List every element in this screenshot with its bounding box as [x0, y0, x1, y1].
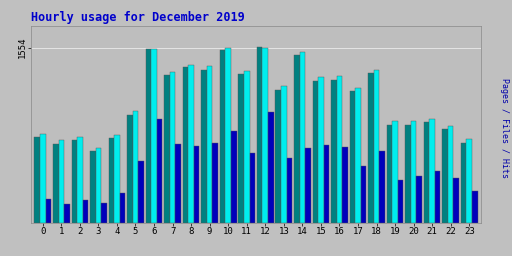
Bar [53, 144, 58, 223]
Bar [406, 125, 411, 223]
Bar [281, 87, 287, 223]
Bar [374, 70, 379, 223]
Bar [268, 112, 273, 223]
Bar [398, 180, 403, 223]
Bar [72, 141, 77, 223]
Bar [442, 129, 448, 223]
Bar [312, 81, 318, 223]
Bar [207, 66, 212, 223]
Bar [64, 204, 70, 223]
Bar [225, 48, 231, 223]
Bar [183, 67, 188, 223]
Bar [151, 49, 157, 223]
Bar [387, 125, 392, 223]
Text: Pages / Files / Hits: Pages / Files / Hits [500, 78, 509, 178]
Bar [355, 88, 361, 223]
Bar [133, 111, 138, 223]
Bar [138, 161, 144, 223]
Bar [342, 147, 348, 223]
Bar [361, 166, 366, 223]
Bar [331, 80, 337, 223]
Bar [435, 172, 440, 223]
Bar [96, 148, 101, 223]
Bar [461, 143, 466, 223]
Bar [188, 65, 194, 223]
Bar [287, 158, 292, 223]
Bar [454, 178, 459, 223]
Text: Hourly usage for December 2019: Hourly usage for December 2019 [31, 12, 244, 24]
Bar [82, 200, 88, 223]
Bar [244, 71, 249, 223]
Bar [127, 115, 133, 223]
Bar [257, 47, 263, 223]
Bar [305, 148, 311, 223]
Bar [350, 91, 355, 223]
Bar [146, 49, 151, 223]
Bar [157, 119, 162, 223]
Bar [430, 119, 435, 223]
Bar [411, 121, 416, 223]
Bar [170, 72, 175, 223]
Bar [201, 70, 207, 223]
Bar [379, 151, 385, 223]
Bar [324, 145, 329, 223]
Bar [90, 151, 96, 223]
Bar [337, 76, 342, 223]
Bar [392, 121, 398, 223]
Bar [368, 73, 374, 223]
Bar [109, 138, 114, 223]
Bar [77, 137, 82, 223]
Bar [424, 122, 430, 223]
Bar [275, 90, 281, 223]
Bar [40, 134, 46, 223]
Bar [416, 176, 422, 223]
Bar [212, 143, 218, 223]
Bar [175, 144, 181, 223]
Bar [300, 51, 305, 223]
Bar [294, 55, 300, 223]
Bar [194, 146, 200, 223]
Bar [164, 75, 170, 223]
Bar [239, 74, 244, 223]
Bar [58, 141, 64, 223]
Bar [231, 132, 237, 223]
Bar [101, 203, 106, 223]
Bar [318, 77, 324, 223]
Bar [263, 48, 268, 223]
Bar [249, 153, 255, 223]
Bar [120, 194, 125, 223]
Bar [472, 191, 478, 223]
Bar [34, 137, 40, 223]
Bar [466, 139, 472, 223]
Bar [448, 126, 454, 223]
Bar [46, 199, 51, 223]
Bar [220, 50, 225, 223]
Bar [114, 135, 120, 223]
